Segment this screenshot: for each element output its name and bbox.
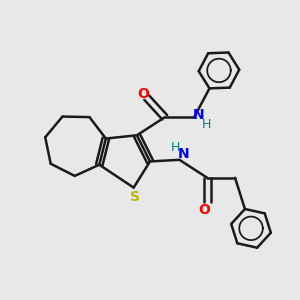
Text: N: N (192, 108, 204, 122)
Text: S: S (130, 190, 140, 204)
Text: O: O (199, 202, 211, 217)
Text: O: O (137, 87, 149, 101)
Text: H: H (171, 141, 180, 154)
Text: N: N (178, 147, 189, 161)
Text: H: H (202, 118, 211, 131)
